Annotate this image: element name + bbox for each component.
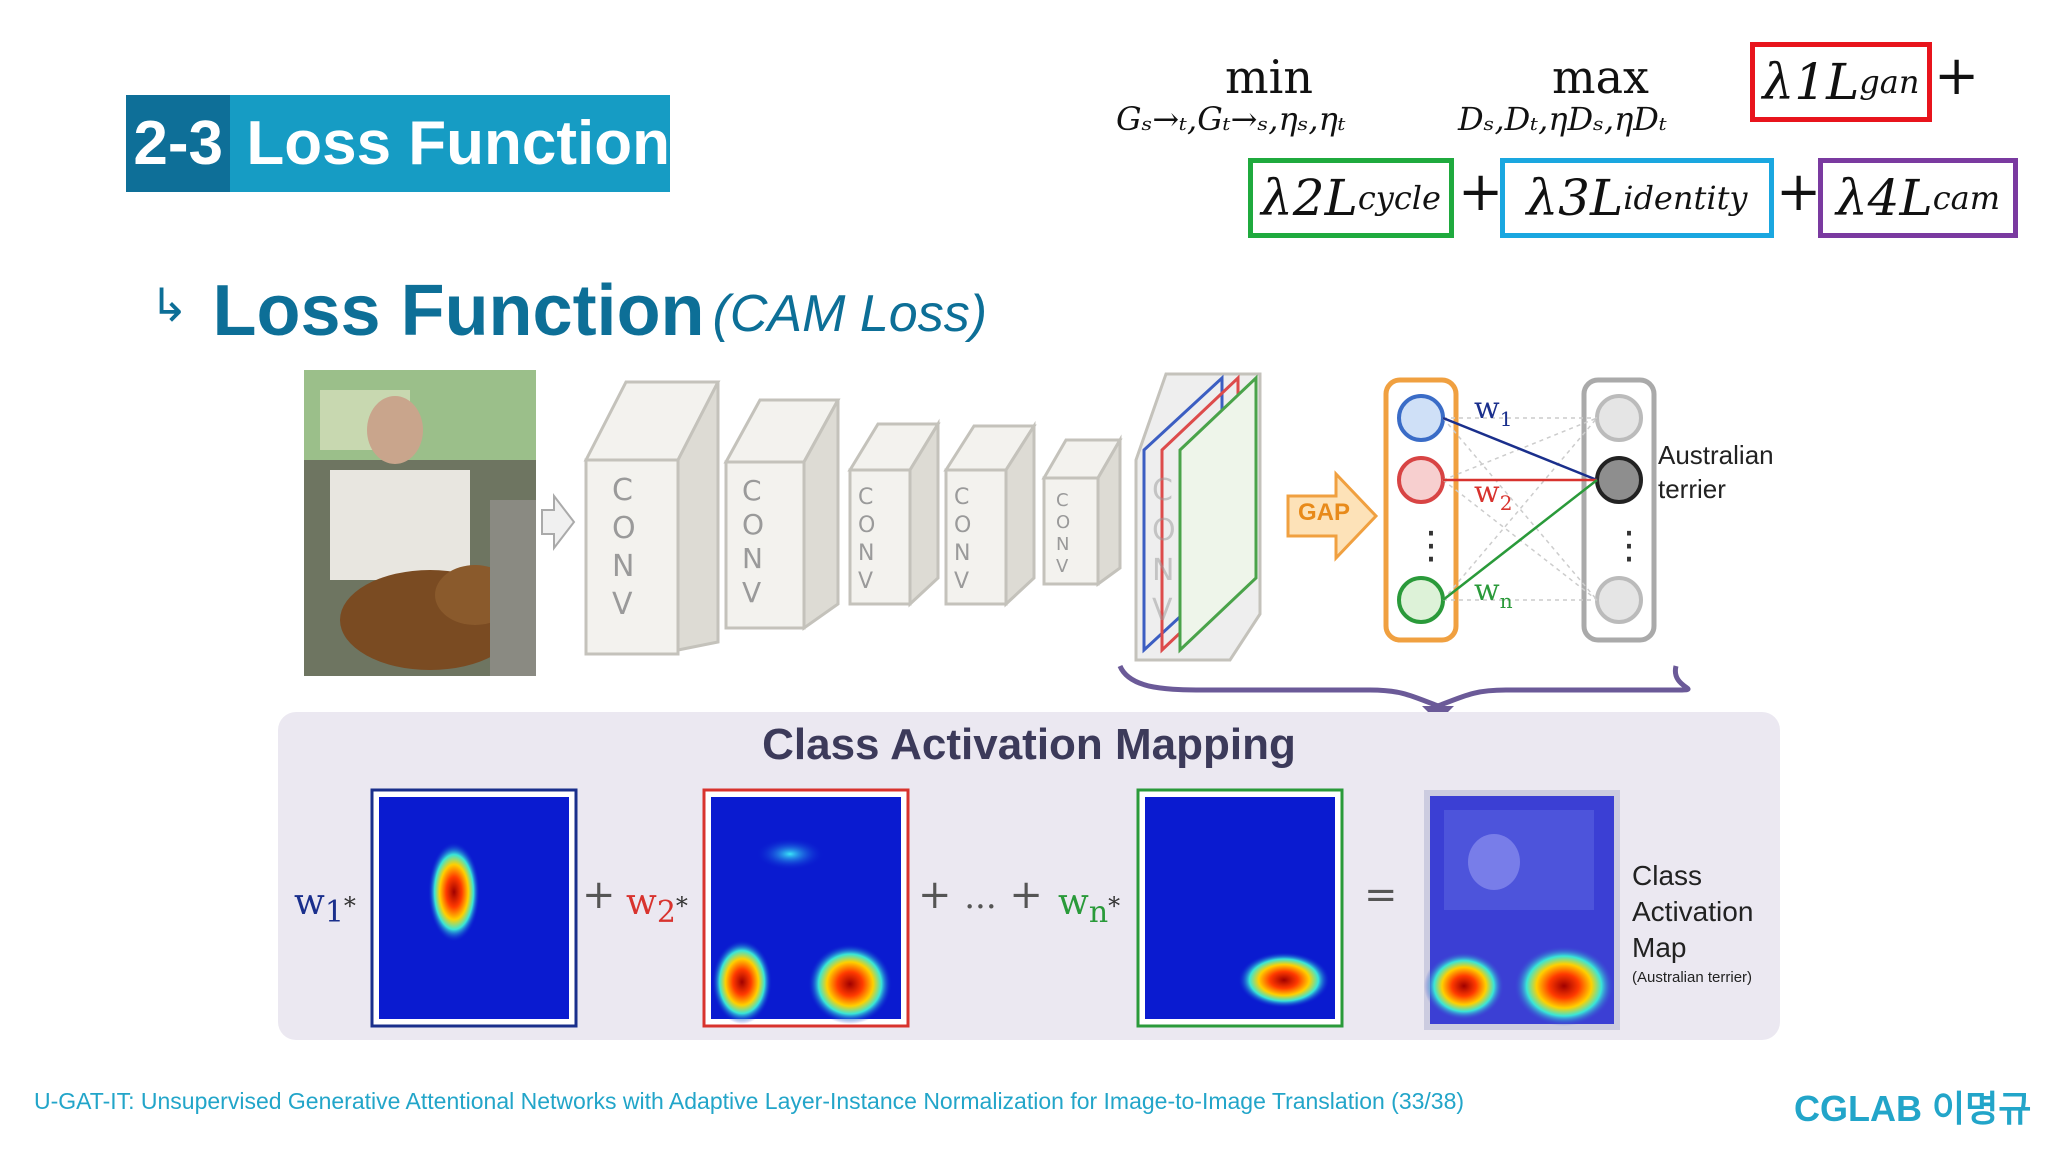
heatmap-1: [370, 788, 578, 1028]
svg-text:O: O: [858, 513, 875, 538]
plus-sign: + ... +: [918, 872, 1043, 918]
weight-label-w2: w2: [1474, 475, 1512, 515]
svg-text:C: C: [954, 485, 969, 510]
svg-text:N: N: [858, 541, 874, 566]
cam-result-label: Class Activation Map (Australian terrier…: [1632, 860, 1754, 986]
svg-text:N: N: [1152, 553, 1174, 588]
loss-formula: min Gₛ→ₜ,Gₜ→ₛ,ηₛ,ηₜ max Dₛ,Dₜ,ηDₛ,ηDₜ λ1…: [1100, 40, 2040, 250]
gap-node-column: [1383, 377, 1459, 643]
output-node-active: [1595, 456, 1643, 504]
svg-text:N: N: [1056, 534, 1069, 555]
svg-text:C: C: [612, 473, 633, 508]
svg-text:N: N: [612, 549, 634, 584]
cam-weight-w2: w2*: [626, 882, 688, 931]
svg-text:V: V: [612, 587, 633, 622]
heading-subtitle: (CAM Loss): [712, 285, 988, 343]
heading-title: Loss Function: [212, 271, 705, 351]
min-subscript: Gₛ→ₜ,Gₜ→ₛ,ηₛ,ηₜ: [1116, 100, 1346, 138]
weight-label-w1: w1: [1474, 391, 1512, 431]
heatmap-n: [1136, 788, 1344, 1028]
svg-text:N: N: [954, 541, 970, 566]
svg-text:C: C: [858, 485, 873, 510]
svg-text:N: N: [742, 542, 763, 575]
cam-weight-w1: w1*: [294, 882, 356, 931]
output-node: [1595, 394, 1643, 442]
weight-connection-1: [1442, 416, 1598, 482]
brace: [1117, 664, 1691, 709]
gap-node: [1397, 456, 1445, 504]
section-title: Loss Function: [230, 95, 670, 192]
output-class-label: terrier: [1658, 474, 1726, 504]
equals-sign: =: [1364, 872, 1398, 918]
weight-label-wn: wn: [1474, 573, 1513, 613]
svg-text:C: C: [1056, 490, 1069, 511]
svg-text:V: V: [1056, 556, 1069, 577]
section-number: 2-3: [126, 95, 231, 192]
ellipsis: ⋮: [1412, 523, 1450, 567]
svg-text:O: O: [1152, 513, 1176, 548]
heatmap-2: [702, 788, 910, 1028]
slide-heading: ↳ Loss Function (CAM Loss): [150, 262, 987, 352]
svg-text:V: V: [1152, 593, 1173, 628]
svg-text:C: C: [742, 474, 762, 507]
gap-arrow: GAP: [1286, 470, 1379, 562]
svg-text:O: O: [1056, 512, 1070, 533]
svg-text:C: C: [1152, 473, 1173, 508]
arrow-icon: [541, 493, 576, 551]
svg-text:V: V: [742, 576, 761, 609]
weight-connection-n: [1442, 479, 1598, 601]
plus-sign: +: [1934, 44, 1980, 107]
gap-node: [1397, 394, 1445, 442]
output-node: [1595, 576, 1643, 624]
footer-author: CGLAB 이명규: [1794, 1088, 2032, 1129]
svg-text:O: O: [612, 511, 636, 546]
max-subscript: Dₛ,Dₜ,ηDₛ,ηDₜ: [1458, 100, 1667, 138]
min-operator: min: [1225, 50, 1313, 104]
cam-panel: Class Activation Mapping w1* + w2*: [278, 712, 1780, 1040]
footer-citation: U-GAT-IT: Unsupervised Generative Attent…: [34, 1088, 1465, 1114]
output-class-label: Australian: [1658, 440, 1774, 470]
output-column: [1581, 377, 1657, 643]
svg-text:V: V: [858, 569, 873, 594]
svg-text:O: O: [954, 513, 971, 538]
svg-text:O: O: [742, 508, 764, 541]
plus-sign: +: [582, 872, 616, 918]
gap-node: [1397, 576, 1445, 624]
plus-sign: +: [1458, 160, 1504, 223]
ellipsis: ⋮: [1610, 523, 1648, 567]
sub-arrow-icon: ↳: [150, 279, 189, 331]
plus-sign: +: [1776, 160, 1822, 223]
svg-text:V: V: [954, 569, 969, 594]
cam-title: Class Activation Mapping: [762, 720, 1296, 769]
max-operator: max: [1552, 50, 1649, 104]
faint-connections: [1442, 417, 1598, 601]
cam-weight-wn: wn*: [1058, 882, 1121, 931]
svg-text:GAP: GAP: [1298, 499, 1350, 526]
feature-maps: C O N V: [1134, 372, 1262, 662]
class-activation-map-image: [1424, 790, 1620, 1030]
section-badge: 2-3 Loss Function: [126, 95, 670, 192]
input-photo: [304, 370, 536, 676]
